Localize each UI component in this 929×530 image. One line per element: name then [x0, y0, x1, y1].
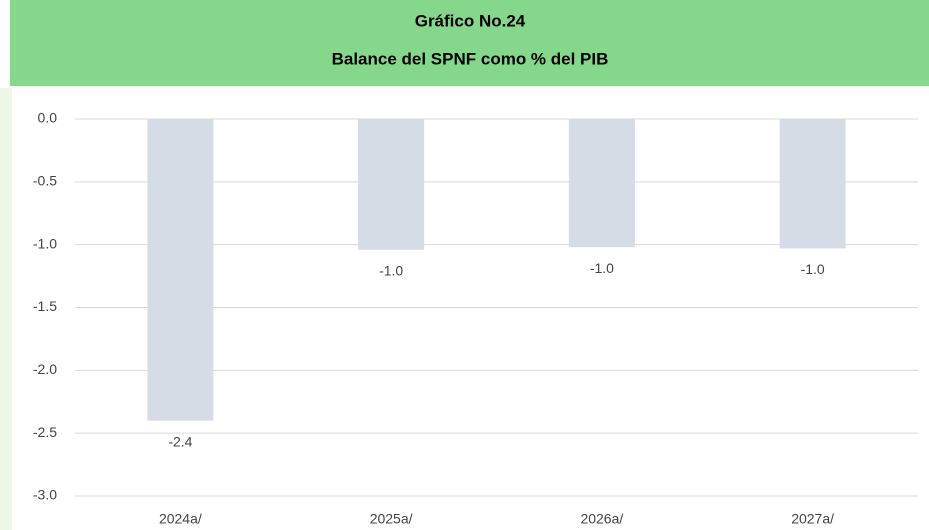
- bar: [358, 119, 425, 250]
- y-tick-label: -1.0: [33, 235, 57, 251]
- y-tick-label: -1.5: [33, 298, 57, 314]
- x-tick-label: 2025a/: [370, 511, 413, 527]
- value-label: -1.0: [801, 261, 825, 277]
- y-tick-label: -2.5: [33, 424, 57, 440]
- x-tick-label: 2027a/: [791, 511, 834, 527]
- x-tick-label: 2024a/: [159, 511, 202, 527]
- y-tick-label: -3.0: [33, 487, 57, 503]
- bar: [147, 119, 214, 421]
- title-banner: [10, 0, 929, 86]
- value-label: -1.0: [590, 260, 614, 276]
- bar: [779, 119, 846, 249]
- y-tick-label: -0.5: [33, 173, 57, 189]
- chart-subtitle: Balance del SPNF como % del PIB: [332, 49, 609, 68]
- x-tick-label: 2026a/: [580, 511, 623, 527]
- side-strip: [0, 88, 12, 530]
- y-tick-label: -2.0: [33, 361, 57, 377]
- y-tick-label: 0.0: [38, 110, 58, 126]
- bar: [568, 119, 635, 248]
- chart-title: Gráfico No.24: [415, 11, 526, 30]
- value-label: -2.4: [168, 433, 192, 449]
- value-label: -1.0: [379, 262, 403, 278]
